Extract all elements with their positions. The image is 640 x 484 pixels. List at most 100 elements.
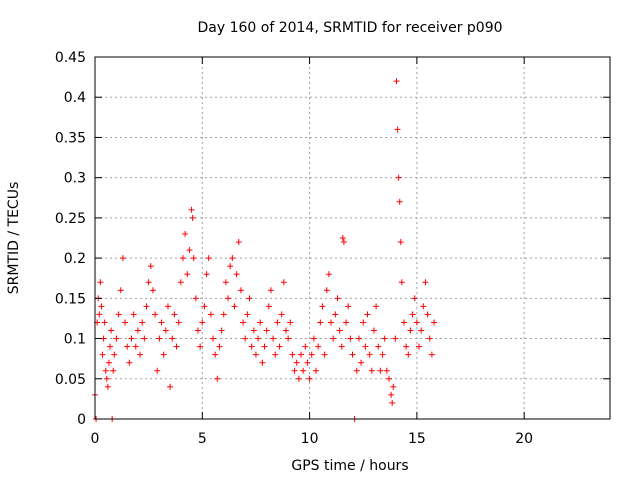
data-point [240, 319, 247, 326]
data-point [368, 367, 375, 374]
data-point [379, 351, 386, 358]
data-point [298, 351, 304, 358]
data-point [115, 311, 122, 318]
data-point [295, 375, 302, 382]
data-point [431, 319, 438, 326]
data-point [392, 335, 399, 342]
data-point [108, 327, 115, 334]
data-point [276, 343, 283, 350]
data-point [244, 311, 251, 318]
data-point [395, 174, 402, 181]
data-point [229, 255, 236, 262]
data-point [396, 198, 403, 205]
data-point [173, 343, 180, 350]
data-point [261, 343, 268, 350]
data-point [210, 335, 217, 342]
data-point [197, 343, 204, 350]
data-point [285, 335, 292, 342]
data-point [257, 319, 264, 326]
data-point [162, 327, 169, 334]
data-point [306, 375, 313, 382]
data-point [145, 279, 152, 286]
data-point [407, 327, 414, 334]
data-point [358, 359, 365, 366]
data-point [201, 303, 208, 310]
data-point [199, 319, 206, 326]
data-point [340, 239, 347, 246]
data-point [366, 351, 373, 358]
data-point [339, 235, 346, 241]
data-point [186, 247, 193, 254]
data-point [343, 319, 350, 326]
x-tick-label: 5 [198, 431, 207, 447]
y-tick-label: 0 [77, 412, 86, 428]
data-point [252, 351, 259, 358]
y-tick-label: 0.25 [55, 211, 86, 227]
data-point [302, 343, 309, 350]
data-point [98, 303, 105, 310]
x-tick-label: 20 [515, 431, 533, 447]
data-point [128, 335, 135, 342]
y-tick-label: 0.05 [55, 372, 86, 388]
data-point [227, 263, 234, 270]
data-point [293, 359, 300, 366]
data-point [274, 319, 281, 326]
data-point [383, 367, 390, 374]
data-point [347, 335, 354, 342]
data-point [373, 303, 380, 310]
data-point [370, 327, 377, 334]
data-point [323, 287, 330, 294]
data-point [272, 351, 279, 358]
data-point [424, 311, 431, 318]
data-point [420, 303, 427, 310]
data-point [248, 343, 255, 350]
data-point [147, 263, 154, 270]
data-point [398, 279, 405, 286]
data-point [189, 214, 196, 221]
data-point [304, 359, 311, 366]
data-point [225, 295, 232, 302]
data-point [381, 335, 388, 342]
data-point [334, 295, 341, 302]
data-point [97, 279, 104, 286]
data-point [389, 399, 396, 406]
data-point [377, 367, 384, 374]
data-point [122, 319, 129, 326]
data-point [255, 335, 262, 342]
data-point [99, 351, 106, 358]
data-point [182, 230, 189, 237]
data-point [397, 239, 404, 246]
x-tick-label: 15 [408, 431, 426, 447]
data-point [313, 367, 320, 374]
data-point [267, 287, 274, 294]
data-point [156, 335, 163, 342]
y-tick-label: 0.1 [64, 332, 86, 348]
data-point [103, 375, 110, 382]
data-point [177, 279, 184, 286]
data-point [113, 335, 120, 342]
data-point [336, 327, 343, 334]
data-point [167, 383, 174, 390]
data-point [364, 311, 371, 318]
data-point [259, 359, 266, 366]
data-point [353, 367, 360, 374]
data-point [280, 279, 287, 286]
data-point [263, 327, 270, 334]
data-point [171, 311, 178, 318]
data-point [237, 287, 244, 294]
data-point [111, 351, 118, 358]
data-point [175, 319, 182, 326]
axis-ticks [94, 56, 610, 420]
grid [95, 57, 610, 419]
data-point [310, 335, 317, 342]
data-point [321, 351, 328, 358]
data-point [265, 303, 272, 310]
data-point [105, 359, 112, 366]
data-point [102, 367, 109, 374]
y-tick-label: 0.15 [55, 291, 86, 307]
data-point [216, 343, 223, 350]
data-point [416, 343, 423, 350]
data-point [403, 343, 410, 350]
data-point [282, 327, 289, 334]
data-point [250, 327, 257, 334]
